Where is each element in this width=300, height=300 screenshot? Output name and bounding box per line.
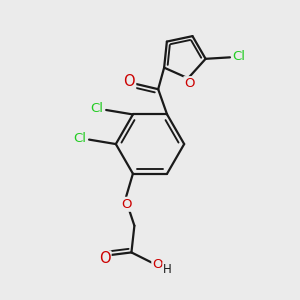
Text: O: O [152,258,163,271]
Text: Cl: Cl [232,50,245,63]
Text: H: H [163,263,172,276]
Text: Cl: Cl [91,102,104,115]
Text: O: O [184,77,195,90]
Text: O: O [124,74,135,89]
Text: Cl: Cl [74,132,87,145]
Text: O: O [122,198,132,211]
Text: O: O [99,251,110,266]
